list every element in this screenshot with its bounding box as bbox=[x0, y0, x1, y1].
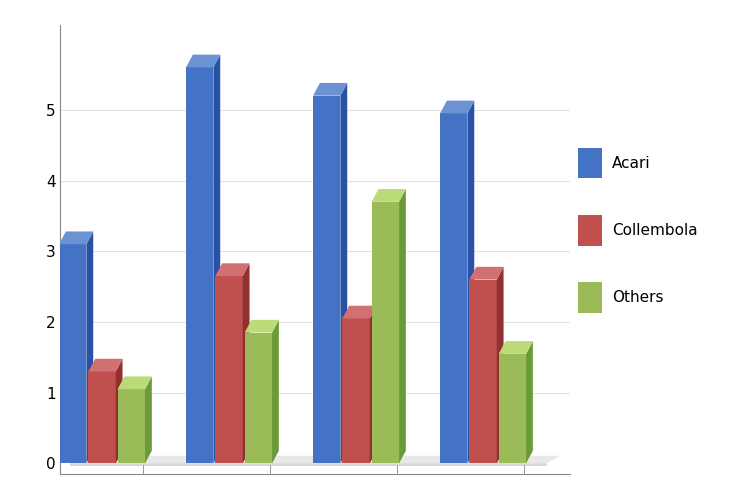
Polygon shape bbox=[372, 202, 399, 464]
Polygon shape bbox=[578, 148, 602, 179]
Polygon shape bbox=[440, 113, 467, 464]
Polygon shape bbox=[118, 389, 145, 464]
Polygon shape bbox=[313, 96, 340, 464]
Polygon shape bbox=[578, 282, 602, 313]
Polygon shape bbox=[186, 55, 220, 67]
Polygon shape bbox=[578, 215, 602, 246]
Polygon shape bbox=[59, 244, 86, 464]
Polygon shape bbox=[342, 318, 370, 464]
Polygon shape bbox=[70, 464, 547, 466]
Polygon shape bbox=[145, 376, 152, 464]
Polygon shape bbox=[470, 267, 503, 279]
Polygon shape bbox=[88, 359, 122, 371]
Polygon shape bbox=[215, 276, 243, 464]
Polygon shape bbox=[399, 189, 406, 464]
Polygon shape bbox=[186, 67, 214, 464]
Polygon shape bbox=[243, 263, 250, 464]
Text: Acari: Acari bbox=[612, 156, 650, 171]
Polygon shape bbox=[272, 320, 279, 464]
Polygon shape bbox=[59, 232, 93, 244]
Text: Others: Others bbox=[612, 290, 663, 305]
Polygon shape bbox=[499, 341, 532, 354]
Polygon shape bbox=[116, 359, 122, 464]
Polygon shape bbox=[118, 376, 152, 389]
Text: Collembola: Collembola bbox=[612, 223, 698, 238]
Polygon shape bbox=[70, 456, 560, 464]
Polygon shape bbox=[370, 306, 376, 464]
Polygon shape bbox=[215, 263, 250, 276]
Polygon shape bbox=[244, 320, 279, 333]
Polygon shape bbox=[467, 101, 474, 464]
Polygon shape bbox=[214, 55, 220, 464]
Polygon shape bbox=[372, 189, 406, 202]
Polygon shape bbox=[440, 101, 474, 113]
Polygon shape bbox=[496, 267, 503, 464]
Polygon shape bbox=[313, 83, 347, 96]
Polygon shape bbox=[342, 306, 376, 318]
Polygon shape bbox=[88, 371, 116, 464]
Polygon shape bbox=[470, 279, 496, 464]
Polygon shape bbox=[526, 341, 532, 464]
Polygon shape bbox=[340, 83, 347, 464]
Polygon shape bbox=[244, 333, 272, 464]
Polygon shape bbox=[86, 232, 93, 464]
Polygon shape bbox=[499, 354, 526, 464]
